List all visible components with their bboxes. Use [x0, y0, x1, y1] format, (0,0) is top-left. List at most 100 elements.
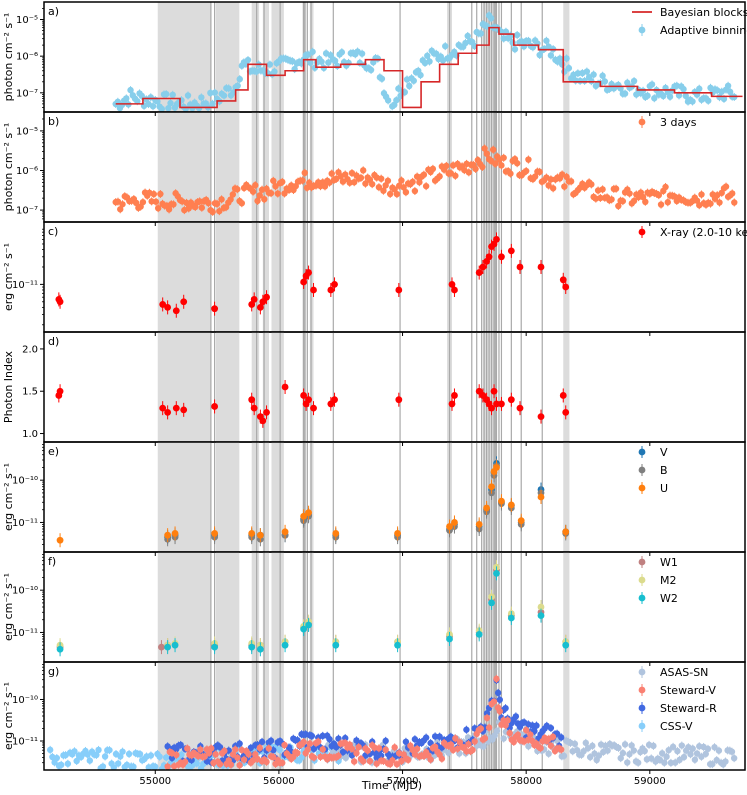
data-point-adaptive-binning — [331, 57, 339, 65]
data-point-3-days — [413, 173, 421, 180]
data-point-adaptive-binning — [338, 49, 346, 56]
data-point-steward-v — [537, 744, 544, 752]
data-point-adaptive-binning — [318, 58, 325, 65]
data-point-3-days — [567, 178, 575, 185]
data-point-3-days — [492, 160, 499, 167]
panel-e: 10⁻¹¹ 10⁻¹⁰ e) erg cm⁻² s⁻¹ VBU — [2, 441, 746, 556]
data-point-adaptive-binning — [601, 78, 609, 85]
data-point-adaptive-binning — [590, 71, 597, 78]
data-point-steward-r — [502, 704, 509, 712]
data-point-x-ray-2-0-10-kev- — [516, 263, 524, 271]
data-point-x-ray-2-0-10-kev- — [180, 298, 188, 306]
data-point-x-ray-2-0-10-kev- — [248, 301, 256, 308]
data-point-adaptive-binning — [536, 51, 543, 59]
data-point-asas-sn — [560, 752, 568, 760]
data-point-steward-r — [258, 738, 266, 746]
data-point-adaptive-binning — [378, 75, 386, 82]
data-point-u — [483, 504, 491, 512]
data-point-3-days — [362, 180, 369, 187]
data-point-3-days — [525, 156, 532, 163]
data-point-adaptive-binning — [424, 52, 431, 59]
shaded-band — [309, 442, 314, 552]
x-tick-label: 58000 — [510, 776, 542, 787]
data-point-3-days — [420, 171, 428, 178]
data-point-adaptive-binning — [307, 59, 314, 66]
shaded-band — [309, 552, 314, 662]
data-point-asas-sn — [665, 746, 672, 754]
data-point-steward-v — [366, 757, 374, 765]
data-point-u — [164, 531, 172, 539]
data-point-steward-v — [447, 741, 455, 748]
data-point-steward-v — [294, 749, 301, 757]
data-point-steward-v — [164, 763, 171, 770]
data-point-steward-v — [281, 741, 288, 749]
data-point-asas-sn — [691, 756, 699, 763]
data-point-asas-sn — [674, 747, 681, 755]
data-point-css-v — [93, 751, 100, 759]
data-point-photon-index — [250, 404, 258, 412]
data-point-css-v — [71, 748, 78, 755]
shaded-band — [215, 552, 240, 662]
data-point-asas-sn — [621, 741, 629, 748]
x-tick-label: 56000 — [263, 776, 295, 787]
y-axis-label: photon cm⁻² s⁻¹ — [2, 13, 15, 102]
data-point-photon-index — [180, 406, 188, 414]
data-point-3-days — [119, 201, 126, 208]
data-point-3-days — [375, 183, 383, 191]
data-point-adaptive-binning — [487, 15, 495, 22]
data-point-3-days — [483, 150, 491, 157]
data-point-steward-v — [201, 753, 208, 760]
data-point-steward-v — [353, 749, 360, 757]
data-point-u — [394, 530, 401, 537]
data-point-w2 — [507, 614, 515, 622]
panel-g: 10⁻¹¹ 10⁻¹⁰ 55000 56000 57000 58000 59000 g) erg… — [2, 661, 746, 787]
data-point-asas-sn — [678, 742, 686, 749]
y-tick-label: 10⁻⁵ — [16, 15, 38, 26]
data-point-css-v — [276, 746, 283, 754]
data-point-3-days — [368, 180, 376, 188]
data-point-adaptive-binning — [367, 66, 375, 74]
data-point-adaptive-binning — [225, 85, 232, 92]
y-axis-label: erg cm⁻² s⁻¹ — [2, 463, 15, 531]
data-point-steward-v — [197, 746, 204, 753]
data-point-3-days — [443, 162, 450, 170]
data-point-3-days — [165, 206, 173, 213]
data-point-css-v — [64, 760, 72, 767]
data-point-steward-v — [391, 744, 398, 751]
data-point-3-days — [507, 170, 514, 177]
data-point-adaptive-binning — [565, 64, 573, 72]
data-point-css-v — [178, 751, 185, 758]
data-point-adaptive-binning — [167, 99, 174, 107]
legend-marker — [638, 722, 646, 730]
data-point-adaptive-binning — [563, 55, 570, 62]
data-point-css-v — [106, 746, 113, 754]
shaded-band — [309, 2, 314, 112]
data-point-3-days — [411, 187, 419, 195]
data-point-steward-v — [173, 751, 180, 759]
data-point-steward-r — [436, 733, 443, 740]
shaded-band — [309, 662, 314, 770]
data-point-asas-sn — [493, 727, 501, 735]
panel-d: 1.0 1.5 2.0 d) Photon Index — [2, 331, 746, 446]
legend-label: X-ray (2.0-10 keV) — [660, 226, 747, 239]
data-point-asas-sn — [704, 745, 712, 753]
data-point-3-days — [664, 199, 671, 206]
data-point-css-v — [53, 754, 61, 762]
data-point-css-v — [156, 753, 163, 760]
data-point-steward-v — [184, 745, 191, 752]
data-point-3-days — [416, 179, 423, 186]
y-tick-label: 10⁻¹⁰ — [12, 476, 38, 487]
data-point-steward-v — [236, 761, 243, 769]
data-point-css-v — [86, 757, 94, 764]
shaded-band — [271, 2, 284, 112]
data-point-3-days — [267, 189, 275, 197]
legend-label: CSS-V — [660, 720, 693, 733]
shaded-band — [251, 332, 260, 442]
data-point-adaptive-binning — [209, 100, 216, 107]
data-point-steward-v — [557, 746, 565, 753]
data-point-asas-sn — [525, 743, 532, 750]
data-point-3-days — [261, 196, 268, 203]
data-point-asas-sn — [630, 747, 638, 754]
data-point-steward-v — [485, 724, 493, 731]
data-point-adaptive-binning — [393, 97, 400, 104]
